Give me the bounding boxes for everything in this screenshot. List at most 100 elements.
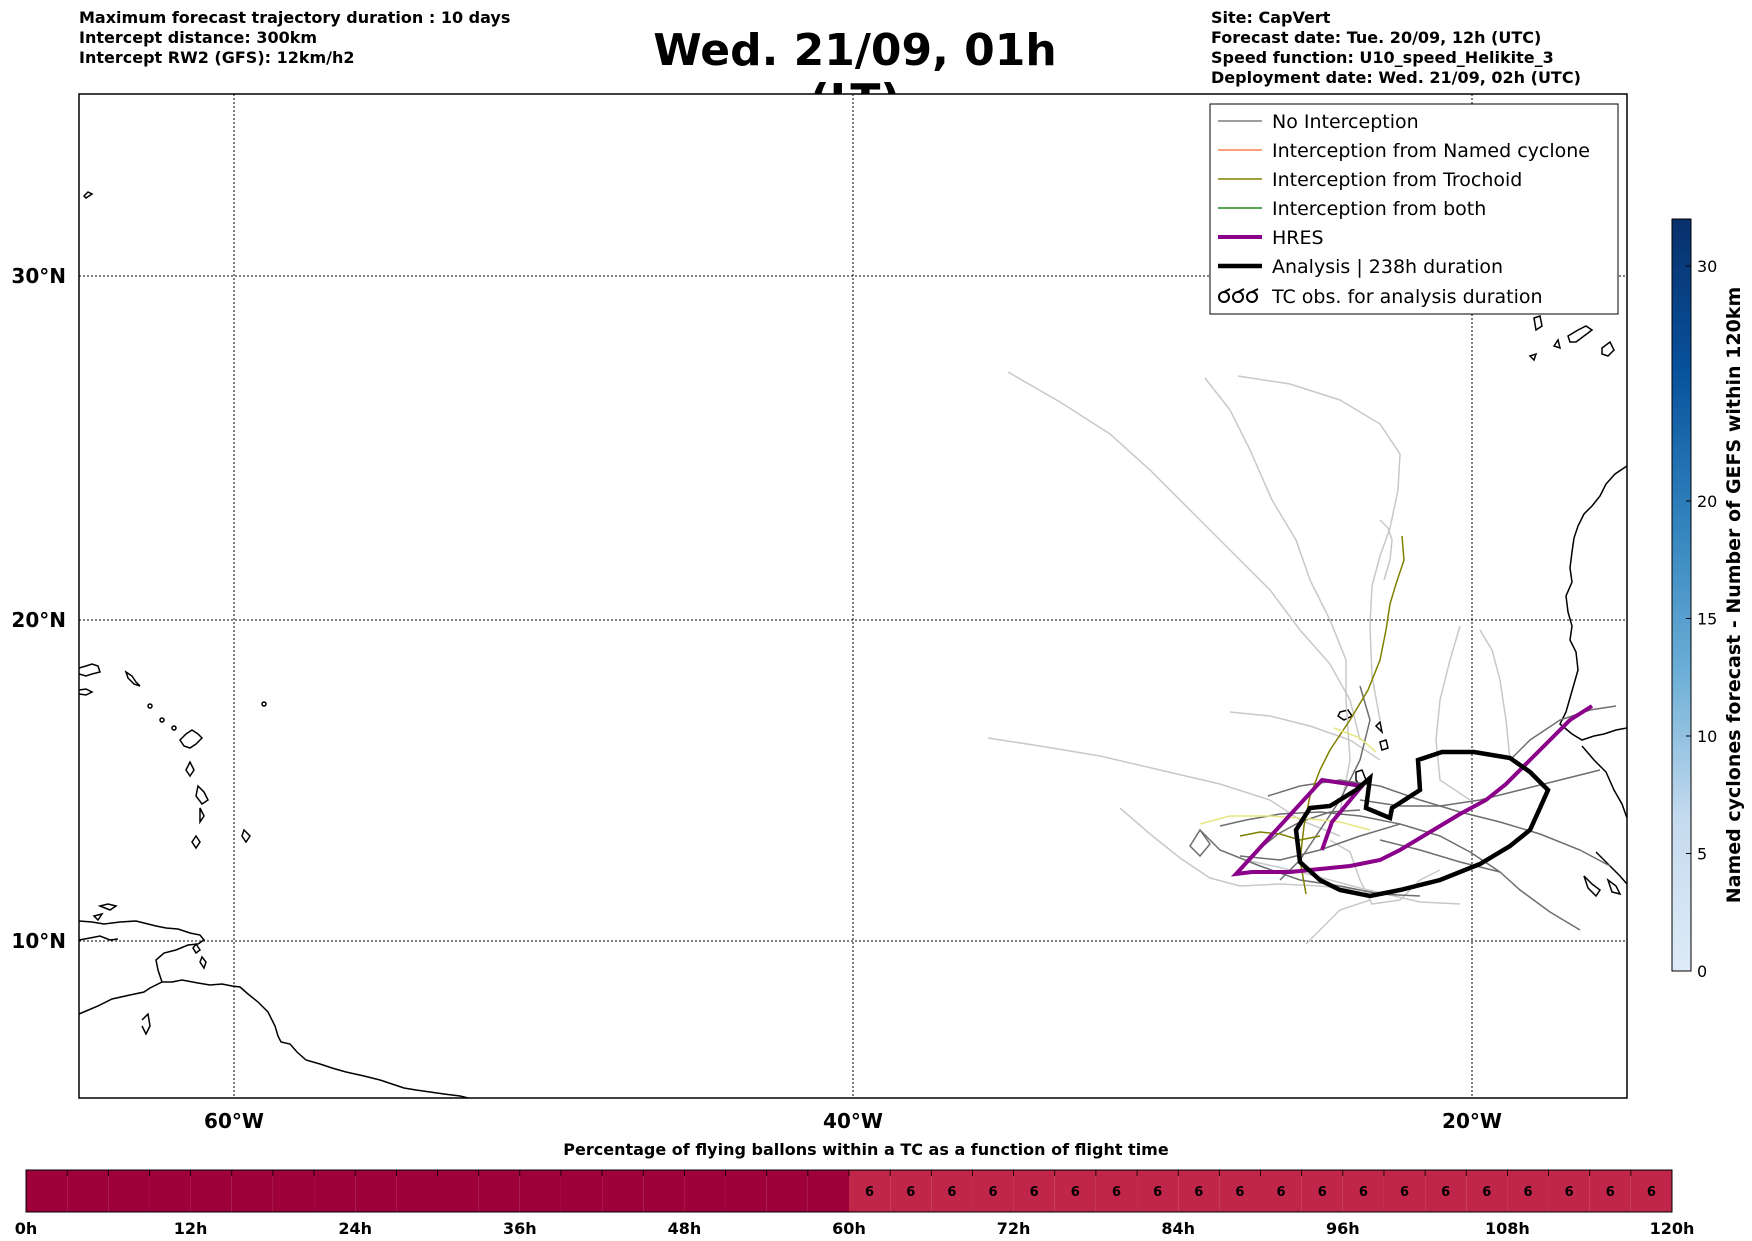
forecast-date-text: Forecast date: Tue. 20/09, 12h (UTC) [1211,28,1542,47]
bar-cell [1466,1170,1508,1212]
flight-time-bar: 6 6 6 6 6 6 6 6 6 6 6 6 6 6 6 6 6 6 6 60h 12h 24h 36h 48h 60h 72h… [15,1169,1694,1238]
site-text: Site: CapVert [1211,8,1331,27]
bar-cell [1425,1170,1467,1212]
bar-tick-label: 12h [174,1219,208,1238]
bar-cell [355,1170,397,1212]
bar-cell [396,1170,438,1212]
bar-cell [1342,1170,1384,1212]
legend-label-no-interception: No Interception [1272,111,1419,133]
bar-cell-value: 6 [1318,1185,1327,1200]
hres-trajectory [1230,704,1594,877]
bar-cell [149,1170,191,1212]
lat-label-30n: 30°N [11,264,66,288]
bar-cell [190,1170,232,1212]
legend-label-tc-obs: TC obs. for analysis duration [1271,286,1543,308]
colorbar-label: Named cyclones forecast - Number of GEFS… [1723,287,1745,904]
bar-tick-label: 72h [997,1219,1031,1238]
bar-tick-label: 84h [1161,1219,1195,1238]
bar-cell [1178,1170,1220,1212]
bar-tick-label: 0h [15,1219,38,1238]
bar-cell-value: 6 [1606,1185,1615,1200]
bar-cell-value: 6 [1194,1185,1203,1200]
legend-label-hres: HRES [1272,227,1324,249]
bar-cell [1013,1170,1055,1212]
intercept-rw2-text: Intercept RW2 (GFS): 12km/h2 [79,48,355,67]
bar-tick-label: 36h [503,1219,537,1238]
deployment-date-text: Deployment date: Wed. 21/09, 02h (UTC) [1211,68,1581,87]
bar-cell [602,1170,644,1212]
trajectories-trochoid [1239,535,1405,895]
bar-tick-label: 96h [1326,1219,1360,1238]
bar-cell [849,1170,891,1212]
bar-cell-value: 6 [1482,1185,1491,1200]
legend-label-named-cyclone: Interception from Named cyclone [1272,140,1590,162]
bar-cell-value: 6 [1277,1185,1286,1200]
bar-cell-value: 6 [1523,1185,1532,1200]
bar-cell [684,1170,726,1212]
bar-frame [25,1169,1673,1213]
forecast-parameters: Maximum forecast trajectory duration : 1… [79,8,510,68]
legend-label-trochoid: Interception from Trochoid [1272,169,1522,191]
canary-islands [1528,315,1615,362]
bar-cell [314,1170,356,1212]
bar-cell-value: 6 [1153,1185,1162,1200]
lat-label-10n: 10°N [11,929,66,953]
site-info: Site: CapVert Forecast date: Tue. 20/09,… [1211,8,1581,88]
longitude-labels: 60°W 40°W 20°W [204,1109,1502,1133]
bar-cell [725,1170,767,1212]
bar-cell [560,1170,603,1212]
bar-cell-value: 6 [906,1185,915,1200]
coastline-south-america [79,920,469,1098]
bar-cell [67,1170,109,1212]
bar-cell [1630,1170,1672,1212]
bar-cell [1095,1170,1138,1212]
bar-cell-value: 6 [1112,1185,1121,1200]
bar-cell [1054,1170,1096,1212]
bar-cell-value: 6 [1441,1185,1450,1200]
bar-cell-value: 6 [1235,1185,1244,1200]
speed-function-text: Speed function: U10_speed_Helikite_3 [1211,48,1554,67]
bar-cell [478,1170,520,1212]
bar-cell-value: 6 [1565,1185,1574,1200]
bar-cell [890,1170,932,1212]
lon-label-20w: 20°W [1442,1109,1502,1133]
bottom-bar-title: Percentage of flying ballons within a TC… [563,1140,1169,1159]
bar-cell-value: 6 [865,1185,874,1200]
colorbar-tick-label: 10 [1697,727,1717,746]
bar-cell [519,1170,561,1212]
legend-label-both: Interception from both [1272,198,1486,220]
bar-cell [1137,1170,1179,1212]
analysis-trajectory [1293,749,1551,899]
bar-cell [231,1170,273,1212]
trajectories-no-interception [987,371,1511,945]
bar-cell [1507,1170,1549,1212]
bar-cell-value: 6 [947,1185,956,1200]
bar-cell [807,1170,849,1212]
intercept-distance-text: Intercept distance: 300km [79,28,318,47]
colorbar-tick-label: 15 [1697,610,1717,629]
map-legend: No Interception Interception from Named … [1209,103,1619,315]
bar-cell-value: 6 [1647,1185,1656,1200]
colorbar-tick-label: 20 [1697,492,1717,511]
legend-label-analysis: Analysis | 238h duration [1272,256,1503,278]
max-duration-text: Maximum forecast trajectory duration : 1… [79,8,511,27]
bar-cell-value: 6 [989,1185,998,1200]
colorbar-ticks: 0 5 10 15 20 30 [1686,257,1717,981]
bar-cell [972,1170,1014,1212]
bar-cell [437,1170,479,1212]
lat-label-20n: 20°N [11,608,66,632]
colorbar-tick-label: 5 [1697,845,1707,864]
bar-cell [766,1170,808,1212]
bar-cell-value: 6 [1030,1185,1039,1200]
latitude-labels: 30°N 20°N 10°N [11,264,66,953]
bar-cell [26,1170,68,1212]
bar-cell-value: 6 [1359,1185,1368,1200]
colorbar-tick-label: 0 [1697,962,1707,981]
bar-cell [1548,1170,1590,1212]
lon-label-40w: 40°W [823,1109,883,1133]
bar-cell [643,1170,685,1212]
coastline-caribbean [79,191,267,922]
cyclone-count-colorbar: 0 5 10 15 20 30 Named cyclones forecast - Num… [1671,218,1745,981]
bar-tick-label: 24h [338,1219,372,1238]
